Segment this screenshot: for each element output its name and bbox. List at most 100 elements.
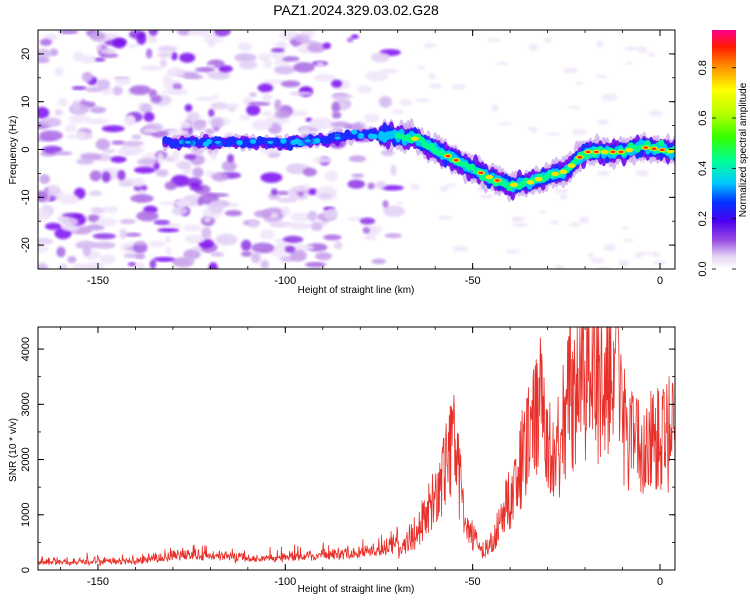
noise-patch: [553, 264, 565, 269]
noise-patch: [635, 169, 650, 177]
noise-patch: [260, 172, 283, 183]
ridge-segment: [583, 152, 591, 160]
noise-patch: [278, 30, 299, 40]
noise-patch: [438, 215, 453, 220]
noise-patch: [624, 61, 634, 66]
ridge-clump-core: [184, 140, 191, 144]
noise-patch: [192, 30, 207, 34]
noise-patch: [346, 37, 354, 43]
noise-patch: [205, 193, 230, 198]
spectrogram-y-tick-label: 20: [20, 48, 32, 60]
spectrogram-ticks: [38, 29, 675, 270]
noise-patch: [307, 42, 327, 53]
noise-patch: [89, 31, 106, 41]
noise-patch: [171, 206, 189, 216]
noise-patch: [331, 93, 354, 100]
ridge-peak-core: [643, 146, 649, 149]
noise-patch: [331, 79, 343, 88]
noise-patch: [149, 259, 157, 269]
noise-patch: [248, 219, 260, 229]
ridge-peak: [509, 182, 518, 188]
ridge-peak-core: [593, 150, 599, 154]
noise-patch: [275, 190, 290, 196]
noise-patch: [295, 34, 311, 44]
noise-patch: [183, 74, 204, 80]
noise-patch: [137, 158, 158, 166]
noise-patch: [289, 249, 307, 262]
noise-patch: [330, 121, 351, 128]
noise-patch: [262, 58, 273, 69]
noise-patch: [101, 171, 111, 183]
noise-patch: [240, 239, 252, 252]
noise-patch: [238, 60, 258, 70]
noise-patch: [312, 156, 333, 164]
ridge-peak-core: [478, 171, 484, 175]
noise-patch: [101, 125, 125, 133]
noise-patch: [382, 200, 389, 208]
ridge-peak-core: [585, 150, 591, 154]
noise-patch: [39, 38, 53, 46]
colorbar-ticks: 0.0 0.2 0.4 0.6 0.8: [697, 60, 736, 277]
noise-patch: [526, 126, 534, 131]
noise-patch: [95, 44, 102, 51]
noise-patch: [596, 39, 603, 48]
noise-patch: [362, 226, 370, 234]
noise-patch: [363, 113, 380, 123]
noise-patch: [505, 249, 521, 254]
noise-patch: [117, 169, 126, 181]
noise-patch: [179, 52, 196, 63]
noise-patch: [248, 101, 271, 106]
noise-patch: [214, 30, 231, 37]
noise-patch: [226, 102, 240, 110]
noise-patch: [49, 48, 59, 57]
noise-patch: [253, 210, 272, 218]
noise-patch: [496, 61, 509, 66]
snr-x-tick-label: 0: [657, 576, 663, 588]
noise-patch: [85, 118, 110, 125]
noise-patch: [390, 164, 397, 176]
noise-patch: [331, 101, 341, 114]
ridge-segment: [644, 140, 651, 147]
noise-patch: [157, 52, 173, 58]
ridge-peak-core: [618, 150, 624, 154]
ridge-segment: [543, 174, 550, 180]
noise-patch: [136, 261, 145, 269]
noise-patch: [210, 252, 224, 257]
noise-patch: [136, 210, 159, 222]
ridge-peak: [526, 180, 535, 185]
ridge-clump-core: [334, 136, 341, 140]
noise-patch: [282, 222, 301, 227]
noise-patch: [636, 46, 648, 54]
spectrogram-x-tick-label: -50: [465, 275, 481, 287]
noise-patch: [88, 190, 103, 197]
noise-patch: [75, 131, 86, 139]
noise-patch: [183, 153, 197, 160]
noise-patch: [391, 109, 404, 115]
ridge-peak-core: [494, 179, 500, 182]
noise-patch: [58, 193, 80, 205]
noise-patch: [310, 221, 323, 232]
noise-patch: [80, 153, 102, 161]
noise-patch: [210, 102, 229, 110]
noise-patch: [307, 210, 318, 222]
noise-patch: [95, 138, 111, 151]
noise-patch: [203, 217, 212, 223]
noise-patch: [42, 145, 63, 154]
ridge-segment: [351, 129, 358, 135]
noise-patch: [304, 262, 327, 267]
noise-patch: [161, 89, 181, 95]
noise-patch: [38, 263, 49, 269]
ridge-segment: [469, 163, 476, 171]
noise-patch: [306, 243, 328, 252]
noise-patch: [148, 241, 166, 248]
noise-patch: [224, 210, 243, 217]
noise-patch: [251, 242, 274, 254]
noise-patch: [282, 235, 304, 244]
noise-patch: [112, 86, 123, 96]
colorbar-tick-label: 0.6: [697, 110, 709, 125]
noise-patch: [323, 234, 342, 241]
colorbar-gradient: [712, 30, 736, 269]
noise-patch: [618, 259, 630, 268]
noise-patch: [148, 30, 159, 37]
